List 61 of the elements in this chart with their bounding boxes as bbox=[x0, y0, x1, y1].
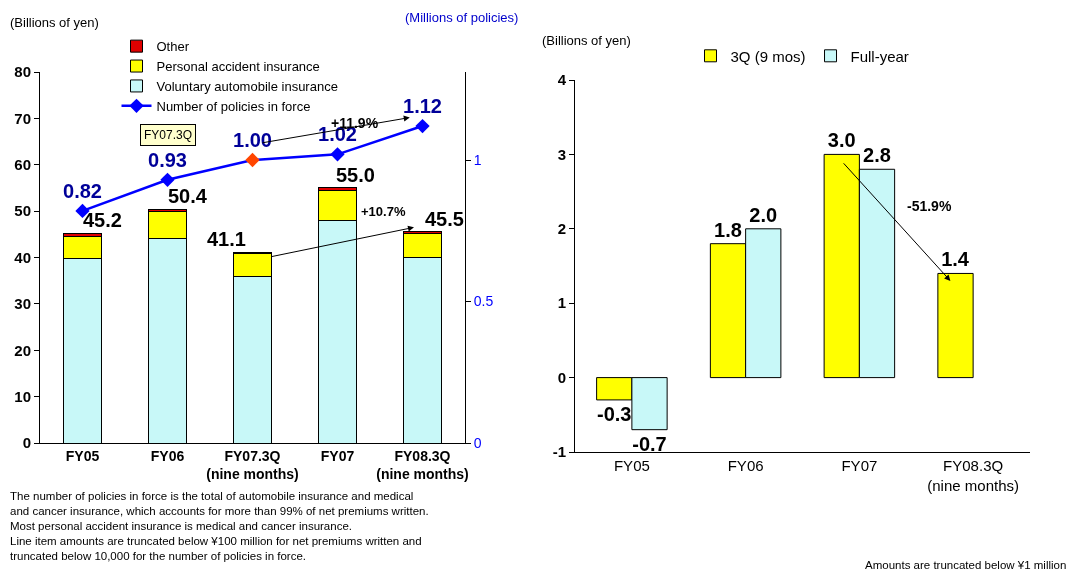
point bbox=[415, 118, 430, 134]
x-tick-label: FY07 bbox=[320, 447, 355, 464]
data-label: 1.12 bbox=[403, 95, 442, 118]
y-tick-label: 1 bbox=[557, 294, 566, 312]
legend-label: Number of policies in force bbox=[156, 98, 311, 114]
legend-label: 3Q (9 mos) bbox=[730, 47, 806, 65]
total-label: 45.2 bbox=[83, 209, 122, 231]
x-tick-label: FY06 bbox=[150, 447, 185, 464]
y-tick-label: 60 bbox=[14, 156, 31, 173]
x-tick-label: FY07 bbox=[841, 457, 878, 474]
y-tick-label: 30 bbox=[14, 295, 31, 313]
annotation: -51.9% bbox=[907, 198, 952, 214]
data-label: 0.93 bbox=[148, 148, 187, 171]
x-tick-label: FY08.3Q (nine months) bbox=[376, 447, 469, 482]
x-tick-label: FY05 bbox=[65, 447, 100, 464]
y-tick-label: 50 bbox=[14, 202, 31, 220]
y-tick-label: 10 bbox=[14, 387, 31, 405]
point bbox=[160, 172, 175, 187]
data-label: -0.7 bbox=[632, 432, 667, 455]
data-label: 1.00 bbox=[233, 129, 272, 152]
data-label: 3.0 bbox=[827, 129, 856, 152]
y-axis-title: (Billions of yen) bbox=[542, 33, 631, 48]
legend-label: Full-year bbox=[850, 47, 909, 65]
data-label: 2.0 bbox=[749, 203, 778, 226]
total-label: 50.4 bbox=[168, 185, 208, 207]
y-axis-title: (Billions of yen) bbox=[10, 15, 99, 30]
y-tick-label: 20 bbox=[14, 341, 31, 359]
x-tick-label: FY05 bbox=[613, 457, 650, 474]
data-label: 0.82 bbox=[63, 180, 102, 203]
text: Amounts are truncated below ¥1 million bbox=[865, 559, 1067, 571]
legend-label: Personal accident insurance bbox=[156, 59, 320, 75]
point bbox=[245, 152, 260, 168]
legend-label: Other bbox=[156, 39, 190, 55]
x-tick-label: FY07.3Q (nine months) bbox=[206, 447, 299, 482]
x-tick-label: FY06 bbox=[727, 457, 764, 474]
y2-tick-label: 0 bbox=[473, 434, 482, 451]
y2-tick-label: 0.5 bbox=[473, 293, 494, 310]
y-tick-label: 0 bbox=[557, 368, 566, 386]
y-tick-label: 0 bbox=[22, 434, 31, 452]
y-tick-label: 70 bbox=[14, 109, 31, 127]
total-label: 41.1 bbox=[207, 228, 246, 250]
y2-tick-label: 1 bbox=[473, 151, 482, 168]
y-tick-label: 40 bbox=[14, 248, 31, 266]
point bbox=[330, 147, 345, 162]
y-tick-label: 3 bbox=[557, 145, 566, 163]
y-tick-label: 4 bbox=[557, 71, 567, 89]
y-tick-label: 2 bbox=[557, 220, 566, 238]
y-tick-label: -1 bbox=[552, 443, 566, 461]
data-label: 2.8 bbox=[863, 144, 891, 167]
y-tick-label: 80 bbox=[14, 63, 31, 81]
annotation: +10.7% bbox=[361, 204, 406, 219]
total-label: 55.0 bbox=[336, 164, 375, 186]
annotation: FY07.3Q bbox=[144, 128, 193, 142]
y2-axis-title: (Millions of policies) bbox=[405, 10, 519, 25]
legend-label: Voluntary automobile insurance bbox=[156, 79, 338, 95]
total-label: 45.5 bbox=[425, 208, 464, 230]
x-tick-label: FY08.3Q (nine months) bbox=[927, 457, 1019, 494]
data-label: 1.4 bbox=[941, 248, 970, 271]
data-label: -0.3 bbox=[597, 402, 632, 425]
data-label: 1.8 bbox=[714, 218, 742, 241]
text: The number of policies in force is the total of automobile insurance and medical and cancer insurance, which accounts for more than 99% of net premiums written. Most personal accident insurance is medical and cancer insurance. Line item amounts are truncated below ¥100 million for net premiums written and truncated below 10,000 for the number of policies in force. bbox=[10, 490, 429, 562]
